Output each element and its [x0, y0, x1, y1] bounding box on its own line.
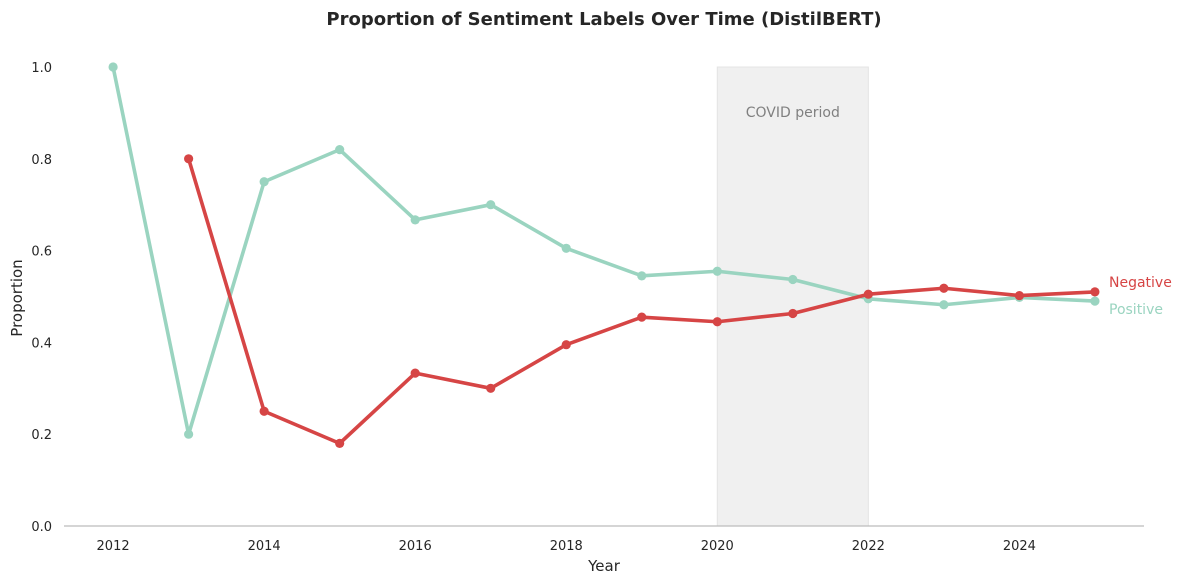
y-tick-label: 1.0	[31, 61, 52, 76]
series-negative	[184, 154, 1100, 448]
data-point-positive	[712, 266, 722, 276]
data-point-negative	[939, 283, 949, 293]
data-point-negative	[486, 383, 496, 393]
data-point-positive	[561, 243, 571, 253]
x-tick-label: 2012	[97, 539, 130, 554]
y-tick-label: 0.4	[31, 336, 52, 351]
covid-period-label: COVID period	[746, 105, 840, 121]
data-point-negative	[259, 406, 269, 416]
y-tick-labels: 0.0 0.2 0.4 0.6 0.8 1.0	[31, 61, 52, 535]
y-tick-label: 0.0	[31, 520, 52, 535]
y-tick-label: 0.2	[31, 428, 52, 443]
series-end-labels: Negative Positive	[1109, 275, 1172, 318]
data-point-positive	[788, 274, 798, 285]
series	[108, 62, 1100, 448]
data-point-negative	[1090, 287, 1100, 297]
series-line-negative	[186, 157, 1097, 446]
series-label-negative: Negative	[1109, 275, 1172, 291]
data-point-negative	[637, 312, 647, 322]
data-point-negative	[863, 289, 873, 299]
covid-period-band	[716, 66, 869, 527]
x-tick-label: 2022	[852, 539, 885, 554]
data-point-positive	[259, 177, 269, 187]
data-point-negative	[335, 438, 345, 448]
data-point-negative	[184, 154, 194, 164]
x-tick-label: 2024	[1003, 539, 1036, 554]
data-point-negative	[410, 368, 420, 378]
data-point-positive	[1090, 296, 1100, 306]
x-tick-label: 2016	[399, 539, 432, 554]
data-point-positive	[939, 300, 949, 310]
y-axis-label: Proportion	[8, 259, 26, 336]
covid-shaded-region: COVID period	[716, 66, 869, 527]
chart-title: Proportion of Sentiment Labels Over Time…	[326, 9, 881, 30]
data-point-negative	[561, 340, 571, 350]
x-tick-labels: 2012 2014 2016 2018 2020 2022 2024	[97, 539, 1036, 554]
data-point-negative	[1014, 290, 1024, 301]
data-point-positive	[410, 215, 420, 225]
data-point-positive	[184, 429, 194, 439]
series-label-positive: Positive	[1109, 302, 1163, 318]
data-point-negative	[712, 317, 722, 327]
series-line-positive	[111, 65, 1097, 437]
data-point-positive	[486, 200, 496, 210]
x-tick-label: 2014	[248, 539, 281, 554]
y-tick-label: 0.6	[31, 245, 52, 260]
data-point-positive	[335, 145, 345, 155]
x-tick-label: 2018	[550, 539, 583, 554]
data-point-positive	[637, 271, 647, 281]
data-point-negative	[788, 308, 798, 319]
data-point-positive	[108, 62, 118, 72]
y-tick-label: 0.8	[31, 153, 52, 168]
x-tick-label: 2020	[701, 539, 734, 554]
x-axis-label: Year	[587, 557, 621, 575]
